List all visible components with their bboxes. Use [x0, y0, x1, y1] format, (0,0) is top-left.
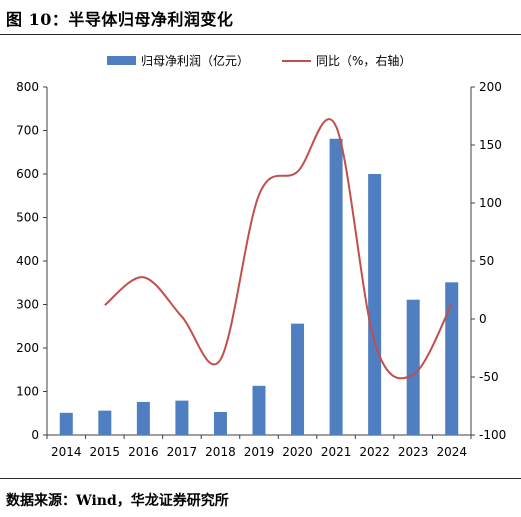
x-tick-label: 2024 [436, 445, 467, 459]
source-note: 数据来源：Wind，华龙证券研究所 [6, 493, 229, 509]
bar [252, 385, 266, 435]
left-tick-label: 800 [16, 80, 39, 94]
left-tick-label: 300 [16, 298, 39, 312]
line-series [104, 118, 453, 380]
bar [213, 411, 227, 435]
right-tick-label: 50 [479, 254, 494, 268]
bar-series [59, 138, 459, 435]
legend-bar-label: 归母净利润（亿元） [141, 53, 249, 68]
x-tick-label: 2022 [359, 445, 390, 459]
chart: 0 100 200 300 400 500 600 700 800 -100 -50 0 50 100 15… [16, 53, 506, 459]
right-tick-label: -50 [479, 370, 499, 384]
bar [445, 282, 459, 435]
right-tick-label: 200 [479, 80, 502, 94]
footer-rule [0, 478, 521, 479]
bar [329, 138, 343, 435]
figure-title: 图 10：半导体归母净利润变化 [6, 10, 234, 29]
left-tick-label: 500 [16, 211, 39, 225]
bar [136, 401, 150, 435]
bar [406, 299, 420, 435]
x-tick-label: 2021 [321, 445, 352, 459]
bar [368, 174, 382, 435]
left-tick-label: 0 [31, 428, 39, 442]
left-tick-label: 400 [16, 254, 39, 268]
x-tick-label: 2015 [90, 445, 121, 459]
x-tick-label: 2023 [398, 445, 429, 459]
legend: 归母净利润（亿元） 同比（%，右轴） [107, 53, 411, 68]
bar [291, 323, 305, 435]
bar [59, 412, 73, 435]
right-tick-label: -100 [479, 428, 506, 442]
right-tick-label: 100 [479, 196, 502, 210]
tick-labels: 0 100 200 300 400 500 600 700 800 -100 -50 0 50 100 15… [16, 80, 506, 459]
legend-bar-swatch [107, 56, 136, 65]
x-tick-label: 2017 [167, 445, 198, 459]
left-tick-label: 600 [16, 167, 39, 181]
x-tick-label: 2018 [205, 445, 236, 459]
x-tick-label: 2014 [51, 445, 82, 459]
right-tick-label: 150 [479, 138, 502, 152]
x-tick-label: 2020 [282, 445, 313, 459]
bar [98, 410, 112, 435]
x-tick-label: 2019 [244, 445, 275, 459]
legend-line-label: 同比（%，右轴） [316, 53, 411, 68]
left-tick-label: 100 [16, 385, 39, 399]
x-tick-label: 2016 [128, 445, 159, 459]
title-rule [0, 34, 521, 35]
bar [175, 400, 189, 435]
left-tick-label: 700 [16, 124, 39, 138]
right-tick-label: 0 [479, 312, 487, 326]
left-tick-label: 200 [16, 341, 39, 355]
growth-line [104, 118, 453, 380]
